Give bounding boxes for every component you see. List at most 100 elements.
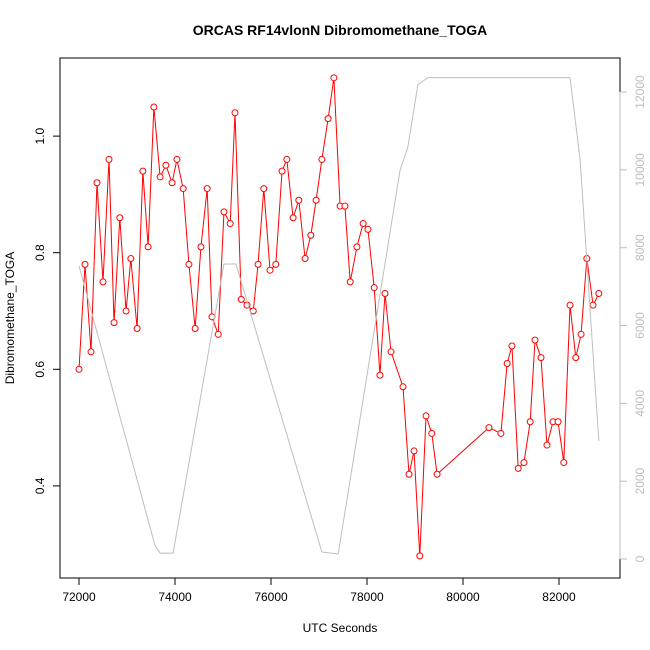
data-point	[301, 255, 309, 263]
data-point	[133, 324, 141, 332]
data-point	[370, 284, 378, 292]
chart-title: ORCAS RF14vlonN Dibromomethane_TOGA	[193, 22, 488, 38]
data-point	[278, 167, 286, 175]
data-point	[87, 348, 95, 356]
data-point	[318, 155, 326, 163]
data-point	[295, 196, 303, 204]
data-point	[324, 115, 332, 123]
y-axis-label: Dibromomethane_TOGA	[3, 252, 17, 385]
data-point	[422, 412, 430, 420]
data-point	[503, 359, 511, 367]
data-point	[139, 167, 147, 175]
data-point	[116, 214, 124, 222]
x-tick-label: 82000	[542, 590, 576, 604]
data-point	[410, 447, 418, 455]
data-point	[341, 202, 349, 210]
y2-tick-label: 8000	[633, 234, 647, 261]
data-point	[144, 243, 152, 251]
data-point	[105, 155, 113, 163]
y-tick-label: 1.0	[33, 127, 47, 144]
data-point	[283, 155, 291, 163]
data-point	[272, 260, 280, 268]
data-point	[416, 552, 424, 560]
data-point	[197, 243, 205, 251]
data-point	[237, 295, 245, 303]
data-point	[312, 196, 320, 204]
data-point	[127, 255, 135, 263]
data-point	[179, 185, 187, 193]
y-tick-label: 0.4	[33, 477, 47, 494]
y2-tick-label: 6000	[633, 312, 647, 339]
y2-tick-label: 10000	[633, 153, 647, 187]
data-point	[433, 470, 441, 478]
data-point	[537, 354, 545, 362]
data-point	[554, 418, 562, 426]
data-point	[381, 290, 389, 298]
data-point	[226, 220, 234, 228]
data-point	[168, 179, 176, 187]
data-point	[173, 155, 181, 163]
plot-frame	[59, 57, 621, 579]
data-point	[122, 307, 130, 315]
data-point	[543, 441, 551, 449]
data-point	[162, 161, 170, 169]
data-point	[387, 348, 395, 356]
data-point	[307, 231, 315, 239]
data-point	[405, 470, 413, 478]
data-point	[572, 354, 580, 362]
data-point	[99, 278, 107, 286]
data-point	[254, 260, 262, 268]
data-point	[110, 319, 118, 327]
y2-tick-label: 2000	[633, 468, 647, 495]
data-point	[220, 208, 228, 216]
data-point	[508, 342, 516, 350]
data-point	[214, 330, 222, 338]
data-point	[497, 429, 505, 437]
data-point	[531, 336, 539, 344]
data-point	[330, 74, 338, 82]
data-point	[203, 185, 211, 193]
x-tick-label: 78000	[350, 590, 384, 604]
y2-tick-label: 4000	[633, 390, 647, 417]
data-point	[520, 459, 528, 467]
data-point	[156, 173, 164, 181]
data-point	[150, 103, 158, 111]
data-point	[249, 307, 257, 315]
data-point	[75, 365, 83, 373]
x-tick-label: 76000	[254, 590, 288, 604]
data-point	[428, 429, 436, 437]
data-point	[399, 383, 407, 391]
series-line	[78, 77, 600, 555]
series-line	[78, 77, 600, 556]
data-point	[560, 459, 568, 467]
data-point	[266, 266, 274, 274]
x-tick-label: 74000	[158, 590, 192, 604]
data-point	[93, 179, 101, 187]
data-point	[359, 220, 367, 228]
x-tick-label: 72000	[62, 590, 96, 604]
data-point	[353, 243, 361, 251]
data-point	[191, 324, 199, 332]
data-point	[526, 418, 534, 426]
data-point	[589, 301, 597, 309]
data-point	[577, 330, 585, 338]
data-point	[289, 214, 297, 222]
y-tick-label: 0.8	[33, 244, 47, 261]
y2-tick-label: 12000	[633, 75, 647, 109]
data-point	[346, 278, 354, 286]
y2-tick-label: 0	[633, 555, 647, 562]
data-point	[260, 185, 268, 193]
data-point	[364, 225, 372, 233]
data-point	[81, 260, 89, 268]
y-tick-label: 0.6	[33, 361, 47, 378]
data-point	[185, 260, 193, 268]
data-point	[485, 424, 493, 432]
x-axis-label: UTC Seconds	[303, 621, 378, 635]
data-point	[514, 464, 522, 472]
data-point	[595, 290, 603, 298]
data-point	[231, 109, 239, 117]
data-point	[566, 301, 574, 309]
x-tick-label: 80000	[446, 590, 480, 604]
data-point	[376, 371, 384, 379]
